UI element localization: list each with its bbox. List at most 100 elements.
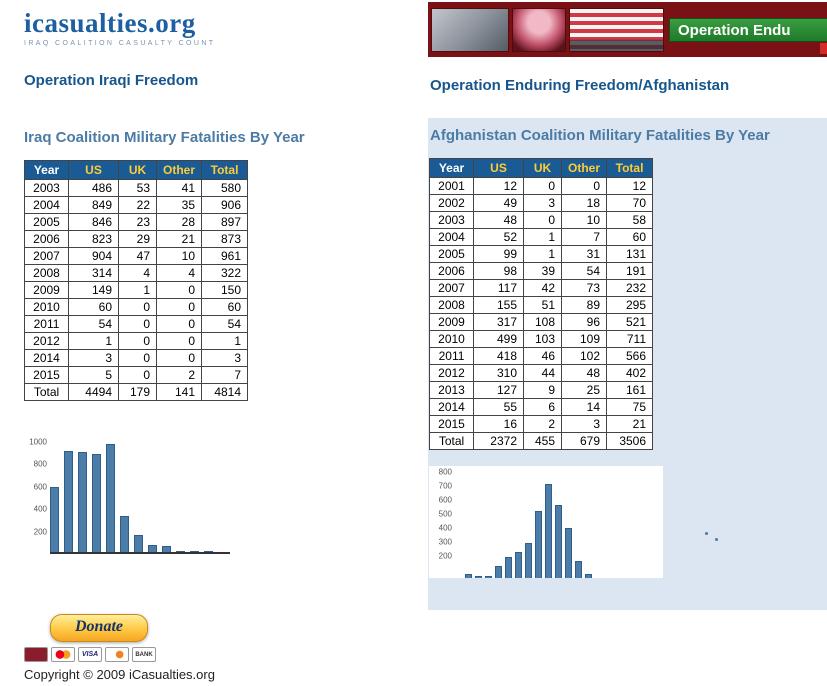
table-row: 2008 314 4 4 322 — [24, 264, 249, 282]
table-cell: Total — [429, 432, 474, 450]
chart-bar — [162, 545, 171, 552]
table-cell: 2013 — [429, 381, 474, 399]
table-cell: 46 — [523, 347, 562, 365]
table-cell: 7 — [201, 366, 249, 384]
table-cell: 499 — [473, 330, 524, 348]
amex-card-icon — [24, 647, 48, 663]
table-row: 2004 52 1 7 60 — [429, 228, 654, 246]
table-cell: 49 — [473, 194, 524, 212]
table-cell: 904 — [68, 247, 119, 265]
link-operation-iraqi-freedom[interactable]: Operation Iraqi Freedom — [24, 72, 199, 89]
table-cell: 47 — [118, 247, 157, 265]
table-cell: 161 — [606, 381, 654, 399]
table-cell: 51 — [523, 296, 562, 314]
table-cell: 149 — [68, 281, 119, 299]
table-cell: 96 — [560, 313, 608, 331]
table-cell: 12 — [473, 177, 524, 195]
table-cell: 0 — [118, 298, 157, 316]
table-row: 2005 846 23 28 897 — [24, 213, 249, 231]
link-operation-enduring-freedom[interactable]: Operation Enduring Freedom/Afghanistan — [430, 77, 730, 94]
banner-operation-enduring-label[interactable]: Operation Endu — [669, 17, 827, 42]
table-cell: 1 — [523, 245, 562, 263]
table-cell: 2010 — [24, 298, 69, 316]
axis-tick-label: 400 — [33, 504, 47, 514]
table-cell: 2007 — [24, 247, 69, 265]
column-header: US — [473, 158, 524, 178]
helicopter-photo — [431, 7, 509, 52]
table-cell: 0 — [155, 349, 203, 367]
table-cell: 1 — [118, 281, 157, 299]
site-logo[interactable]: icasualties.org IRAQ COALITION CASUALTY … — [24, 8, 215, 47]
chart-bar — [204, 551, 213, 552]
table-row: 2014 55 6 14 75 — [429, 398, 654, 416]
table-cell: 2005 — [24, 213, 69, 231]
table-cell: 1 — [201, 332, 249, 350]
table-header-row: Year US UK Other Total — [429, 158, 654, 178]
table-row: 2008 155 51 89 295 — [429, 296, 654, 314]
table-cell: 22 — [118, 196, 157, 214]
chart-bar — [585, 573, 592, 578]
table-header-row: Year US UK Other Total — [24, 160, 249, 180]
visa-card-icon: VISA — [78, 647, 102, 663]
table-row: 2011 54 0 0 54 — [24, 315, 249, 333]
table-cell: 4494 — [68, 383, 119, 401]
table-row: 2014 3 0 0 3 — [24, 349, 249, 367]
chart-bar — [92, 454, 101, 552]
oef-banner: Operation Endu — [428, 2, 827, 57]
afghanistan-panel: Afghanistan Coalition Military Fatalitie… — [428, 118, 827, 610]
table-cell: 28 — [155, 213, 203, 231]
table-cell: 0 — [118, 366, 157, 384]
column-header: UK — [118, 160, 157, 180]
table-cell: 41 — [155, 179, 203, 197]
table-cell: 486 — [68, 179, 119, 197]
iraq-fatalities-table: Year US UK Other Total 2003 486 53 41 580 2004 849 2… — [24, 160, 249, 401]
mastercard-icon — [51, 647, 75, 663]
table-cell: 155 — [473, 296, 524, 314]
table-cell: 2008 — [24, 264, 69, 282]
table-total-row: Total 4494 179 141 4814 — [24, 383, 249, 401]
beret-photo — [512, 7, 566, 52]
table-cell: 21 — [155, 230, 203, 248]
axis-tick-label: 700 — [438, 481, 452, 491]
table-cell: 0 — [118, 332, 157, 350]
table-row: 2011 418 46 102 566 — [429, 347, 654, 365]
dot-icon — [705, 532, 708, 535]
echeck-card-icon: BANK — [132, 647, 156, 663]
table-cell: 4814 — [201, 383, 249, 401]
table-cell: 2009 — [429, 313, 474, 331]
table-cell: 0 — [155, 315, 203, 333]
table-cell: 566 — [606, 347, 654, 365]
chart-bar — [495, 565, 502, 578]
table-row: 2006 98 39 54 191 — [429, 262, 654, 280]
table-cell: 314 — [68, 264, 119, 282]
table-row: 2012 310 44 48 402 — [429, 364, 654, 382]
table-row: 2001 12 0 0 12 — [429, 177, 654, 195]
chart-bar — [505, 557, 512, 578]
table-cell: 2002 — [429, 194, 474, 212]
table-cell: 317 — [473, 313, 524, 331]
chart-bar — [555, 504, 562, 578]
table-cell: 23 — [118, 213, 157, 231]
table-row: 2009 317 108 96 521 — [429, 313, 654, 331]
table-cell: 12 — [606, 177, 654, 195]
iraq-chart-bars — [50, 442, 230, 554]
afghanistan-table-title: Afghanistan Coalition Military Fatalitie… — [430, 127, 770, 144]
chart-bar — [120, 515, 129, 552]
table-cell: 2011 — [24, 315, 69, 333]
table-cell: 29 — [118, 230, 157, 248]
donate-button[interactable]: Donate — [50, 614, 148, 642]
table-cell: 2004 — [24, 196, 69, 214]
table-row: 2009 149 1 0 150 — [24, 281, 249, 299]
table-cell: 521 — [606, 313, 654, 331]
table-cell: 10 — [560, 211, 608, 229]
chart-bar — [545, 484, 552, 578]
site-logo-title[interactable]: icasualties.org — [24, 8, 196, 38]
table-cell: 2005 — [429, 245, 474, 263]
table-cell: 2006 — [429, 262, 474, 280]
axis-tick-label: 200 — [33, 527, 47, 537]
table-cell: 295 — [606, 296, 654, 314]
table-cell: 3 — [68, 349, 119, 367]
table-cell: 3506 — [606, 432, 654, 450]
table-cell: 873 — [201, 230, 249, 248]
table-cell: 0 — [523, 177, 562, 195]
